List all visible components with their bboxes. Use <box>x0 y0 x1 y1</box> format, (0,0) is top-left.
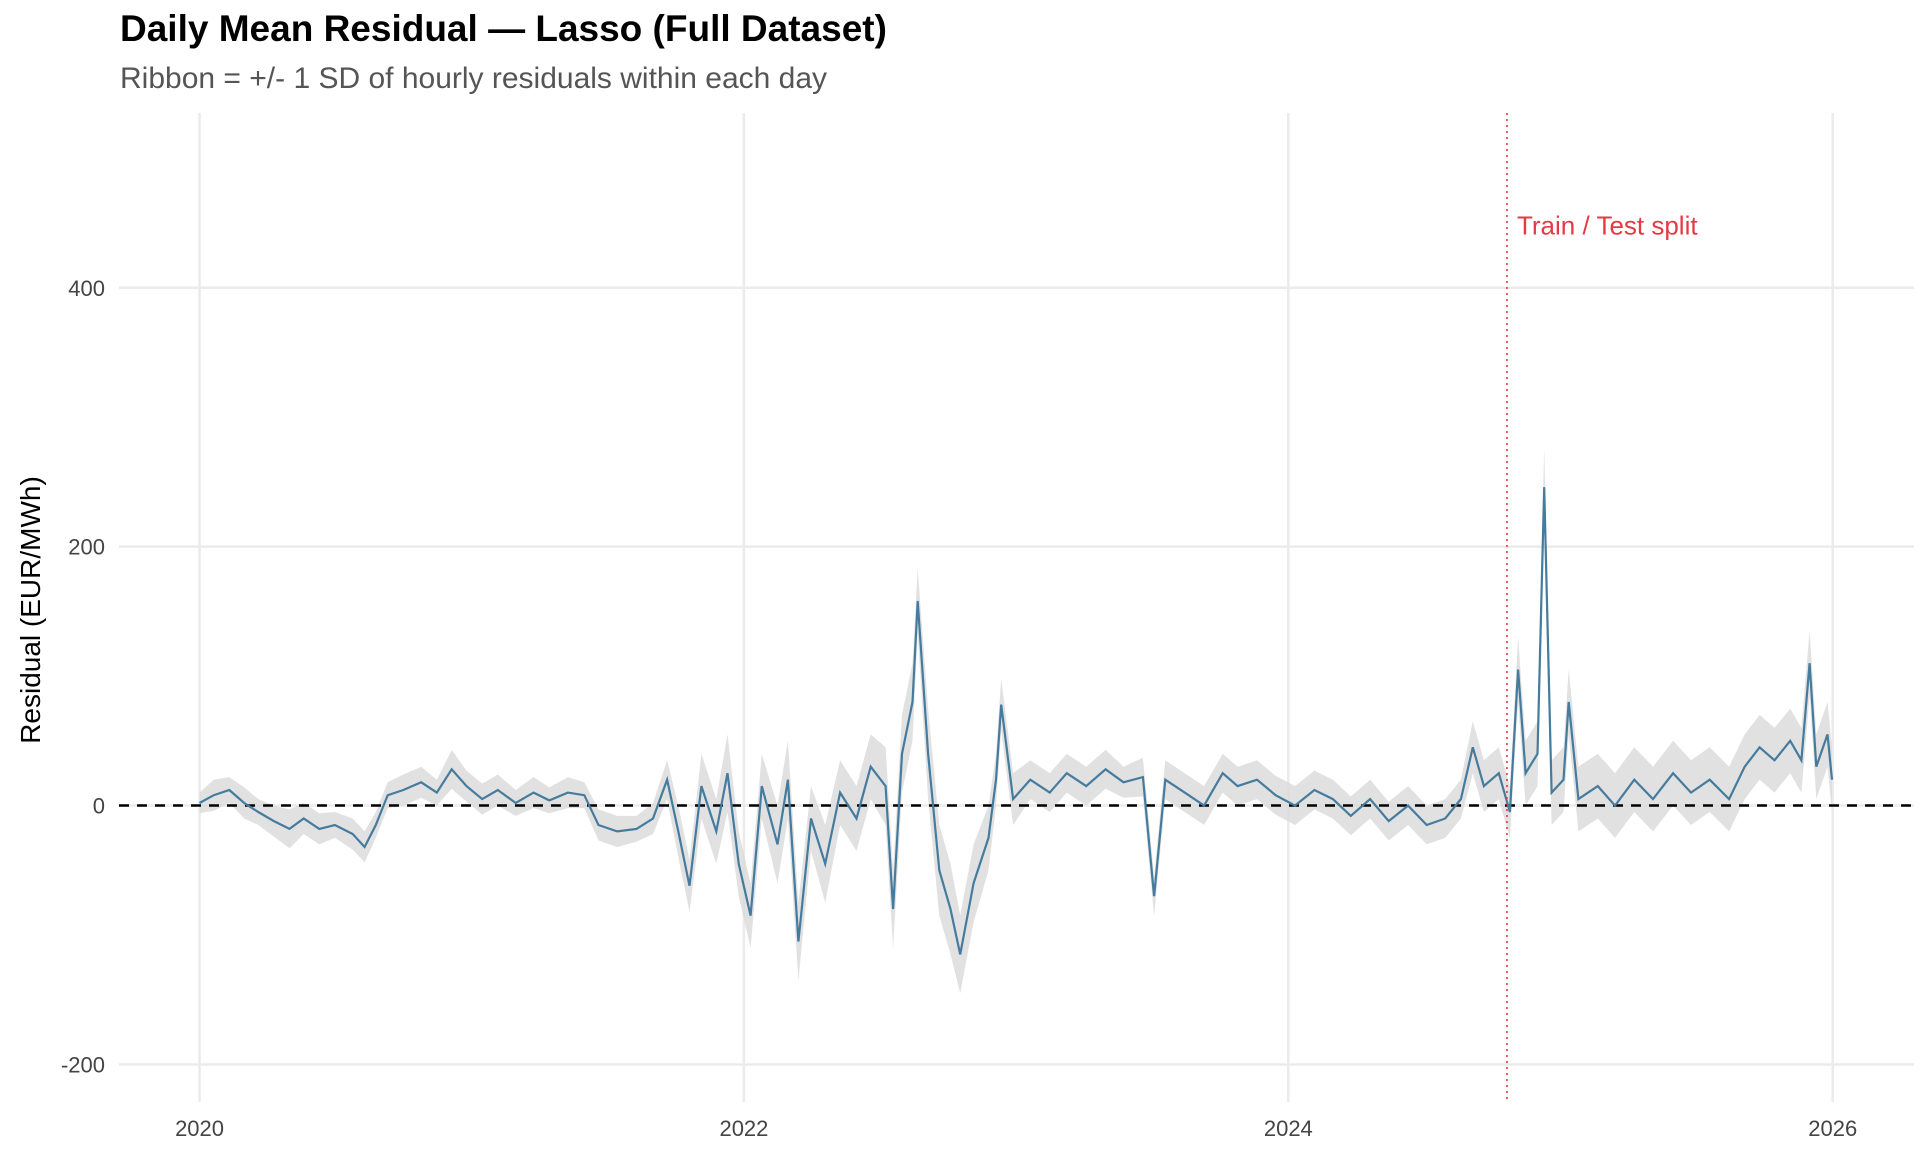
x-tick-label: 2020 <box>175 1116 224 1141</box>
sd-ribbon <box>199 448 1832 994</box>
y-tick-label: 200 <box>68 535 105 560</box>
y-axis-title: Residual (EUR/MWh) <box>15 476 46 744</box>
train-test-split-label: Train / Test split <box>1517 211 1698 241</box>
x-tick-label: 2022 <box>719 1116 768 1141</box>
x-tick-label: 2024 <box>1264 1116 1313 1141</box>
grid <box>119 113 1914 1102</box>
y-tick-label: 0 <box>93 794 105 819</box>
y-tick-label: 400 <box>68 276 105 301</box>
x-tick-label: 2026 <box>1808 1116 1857 1141</box>
chart-subtitle: Ribbon = +/- 1 SD of hourly residuals wi… <box>120 62 828 95</box>
y-tick-label: -200 <box>61 1052 105 1077</box>
daily-mean-residual-line <box>198 487 1834 955</box>
chart-title: Daily Mean Residual — Lasso (Full Datase… <box>120 8 887 49</box>
